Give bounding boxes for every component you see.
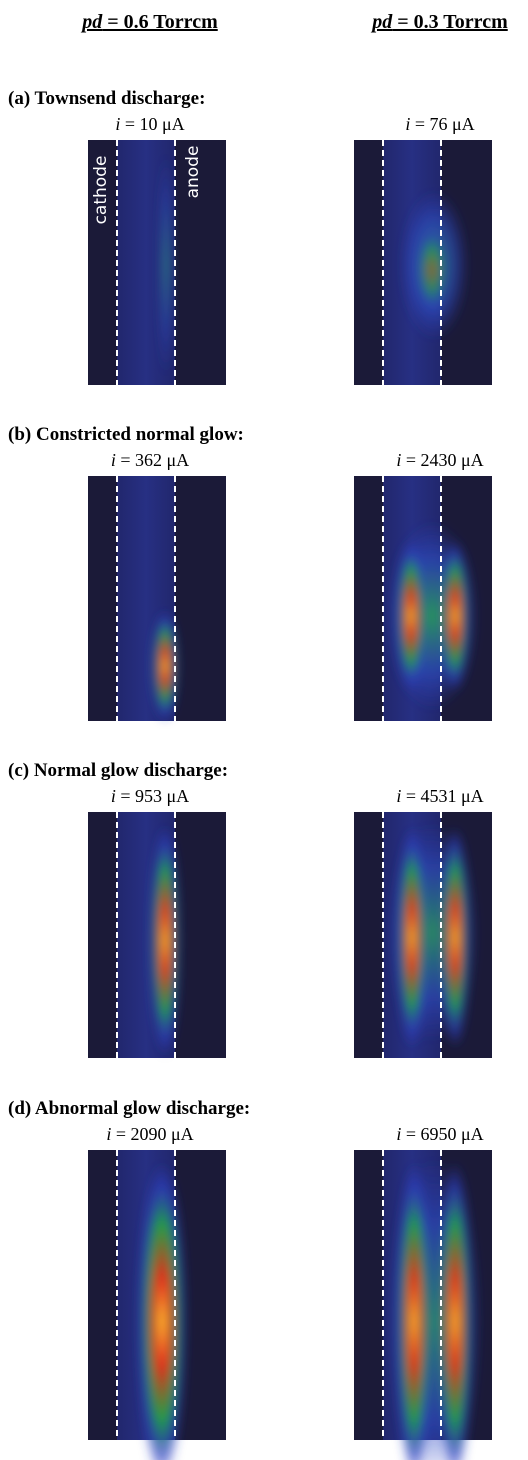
discharge-image bbox=[88, 476, 226, 721]
glow-region bbox=[416, 225, 448, 315]
variable: i bbox=[106, 1124, 111, 1144]
value-text: = 953 μA bbox=[116, 786, 189, 806]
glow-region bbox=[396, 1161, 432, 1460]
current-label: i = 953 μA bbox=[111, 786, 189, 806]
current-label: i = 10 μA bbox=[115, 114, 184, 134]
panel-title: (c) Normal glow discharge: bbox=[8, 760, 228, 781]
variable: i bbox=[111, 450, 116, 470]
panel-title: (d) Abnormal glow discharge: bbox=[8, 1098, 250, 1119]
glow bbox=[159, 150, 173, 380]
value-text: = 6950 μA bbox=[401, 1124, 483, 1144]
glow-region bbox=[396, 541, 426, 691]
glow-region bbox=[159, 150, 173, 380]
value-text: = 76 μA bbox=[410, 114, 474, 134]
discharge-image bbox=[354, 812, 492, 1058]
discharge-image bbox=[88, 812, 226, 1058]
variable: i bbox=[405, 114, 410, 134]
glow bbox=[400, 190, 468, 340]
variable: i bbox=[115, 114, 120, 134]
value-text: = 2090 μA bbox=[111, 1124, 193, 1144]
variable: pd bbox=[370, 11, 393, 33]
variable: i bbox=[111, 786, 116, 806]
column-header: pd = 0.3 Torrcm bbox=[370, 11, 508, 33]
current-label: i = 362 μA bbox=[111, 450, 189, 470]
discharge-image bbox=[88, 140, 226, 385]
glow-region bbox=[138, 1161, 186, 1460]
glow bbox=[150, 825, 180, 1056]
value-text: = 10 μA bbox=[120, 114, 184, 134]
column-header: pd = 0.6 Torrcm bbox=[80, 11, 218, 33]
glow bbox=[386, 822, 478, 1048]
discharge-image bbox=[354, 140, 492, 385]
electrode-label: cathode bbox=[91, 156, 111, 225]
glow bbox=[152, 611, 178, 721]
panel-title: (b) Constricted normal glow: bbox=[8, 424, 244, 445]
glow bbox=[386, 1155, 482, 1460]
variable: i bbox=[396, 1124, 401, 1144]
current-label: i = 2090 μA bbox=[106, 1124, 193, 1144]
discharge-image bbox=[354, 1150, 492, 1460]
discharge-image bbox=[354, 476, 492, 721]
glow-region bbox=[397, 827, 427, 1048]
variable: i bbox=[396, 786, 401, 806]
value-text: = 4531 μA bbox=[401, 786, 483, 806]
current-label: i = 6950 μA bbox=[396, 1124, 483, 1144]
variable: pd bbox=[80, 11, 103, 33]
discharge-image bbox=[88, 1150, 226, 1460]
value-text: = 2430 μA bbox=[401, 450, 483, 470]
value-text: = 362 μA bbox=[116, 450, 189, 470]
value-text: = 0.6 Torrcm bbox=[102, 11, 218, 33]
electrode-label: anode bbox=[183, 146, 203, 199]
variable: i bbox=[396, 450, 401, 470]
current-label: i = 4531 μA bbox=[396, 786, 483, 806]
glow-region bbox=[150, 825, 180, 1056]
glow bbox=[386, 521, 478, 711]
panel-title: (a) Townsend discharge: bbox=[8, 88, 205, 109]
current-label: i = 2430 μA bbox=[396, 450, 483, 470]
glow-region bbox=[440, 827, 470, 1048]
current-label: i = 76 μA bbox=[405, 114, 474, 134]
glow bbox=[138, 1161, 186, 1460]
glow-region bbox=[152, 611, 178, 721]
glow-region bbox=[440, 541, 470, 691]
glow-region bbox=[437, 1161, 473, 1460]
value-text: = 0.3 Torrcm bbox=[392, 11, 508, 33]
